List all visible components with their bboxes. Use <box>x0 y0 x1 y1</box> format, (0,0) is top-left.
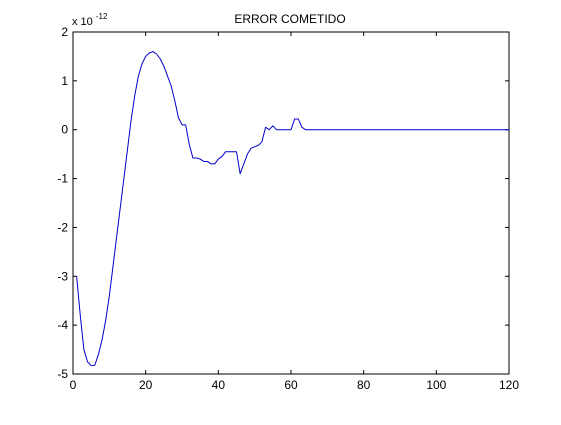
y-tick-label: -2 <box>57 220 68 234</box>
y-tick-label: 1 <box>61 74 68 88</box>
axis-exponent-base: x 10 <box>72 16 93 28</box>
x-tick-label: 40 <box>212 378 226 392</box>
y-tick-label: -1 <box>57 172 68 186</box>
y-tick-label: 0 <box>61 123 68 137</box>
series-lines <box>76 51 509 367</box>
x-tick-label: 100 <box>426 378 446 392</box>
y-tick-label: 2 <box>61 25 68 39</box>
chart-title: ERROR COMETIDO <box>234 12 345 26</box>
x-tick-label: 0 <box>70 378 77 392</box>
axis-exponent-power: -12 <box>96 12 108 21</box>
x-tick-label: 120 <box>499 378 519 392</box>
x-tick-label: 60 <box>284 378 298 392</box>
x-tick-label: 80 <box>357 378 371 392</box>
axis-exponent-label: x 10 -12 <box>72 12 108 28</box>
series-line <box>76 51 509 367</box>
tick-marks <box>72 31 510 375</box>
y-tick-label: -4 <box>57 318 68 332</box>
y-tick-label: -3 <box>57 269 68 283</box>
y-tick-labels: -5 -4 -3 -2 -1 0 1 2 <box>57 25 68 381</box>
y-tick-label: -5 <box>57 367 68 381</box>
plot-area <box>72 31 510 375</box>
x-tick-label: 20 <box>139 378 153 392</box>
x-tick-labels: 0 20 40 60 80 100 120 <box>70 378 520 392</box>
